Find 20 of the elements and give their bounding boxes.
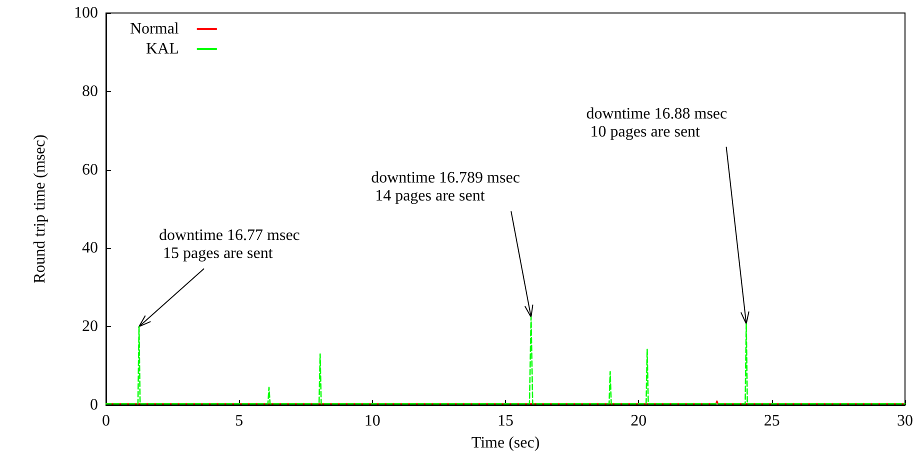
x-tick-label: 30 [897, 412, 913, 430]
x-tick-label: 0 [102, 412, 110, 430]
y-tick-label: 60 [82, 161, 98, 178]
y-axis-title: Round trip time (msec) [32, 134, 48, 284]
x-tick-label: 5 [235, 412, 244, 430]
annotation: downtime 16.77 msec 15 pages are sent [159, 227, 300, 262]
y-tick-label: 100 [74, 4, 98, 22]
x-axis-title: Time (sec) [471, 434, 540, 452]
x-tick-label: 15 [498, 412, 514, 430]
y-tick-label: 80 [82, 82, 98, 100]
y-tick-label: 0 [90, 396, 98, 414]
x-tick-label: 10 [364, 412, 380, 430]
x-tick-label: 25 [764, 412, 780, 430]
y-tick-label: 40 [82, 240, 98, 257]
y-tick-label: 20 [82, 318, 98, 336]
annotation: downtime 16.789 msec 14 pages are sent [371, 170, 520, 205]
legend-label: KAL [146, 40, 179, 58]
legend-label: Normal [130, 20, 180, 38]
x-tick-label: 20 [630, 412, 647, 430]
annotation: downtime 16.88 msec 10 pages are sent [586, 105, 728, 140]
